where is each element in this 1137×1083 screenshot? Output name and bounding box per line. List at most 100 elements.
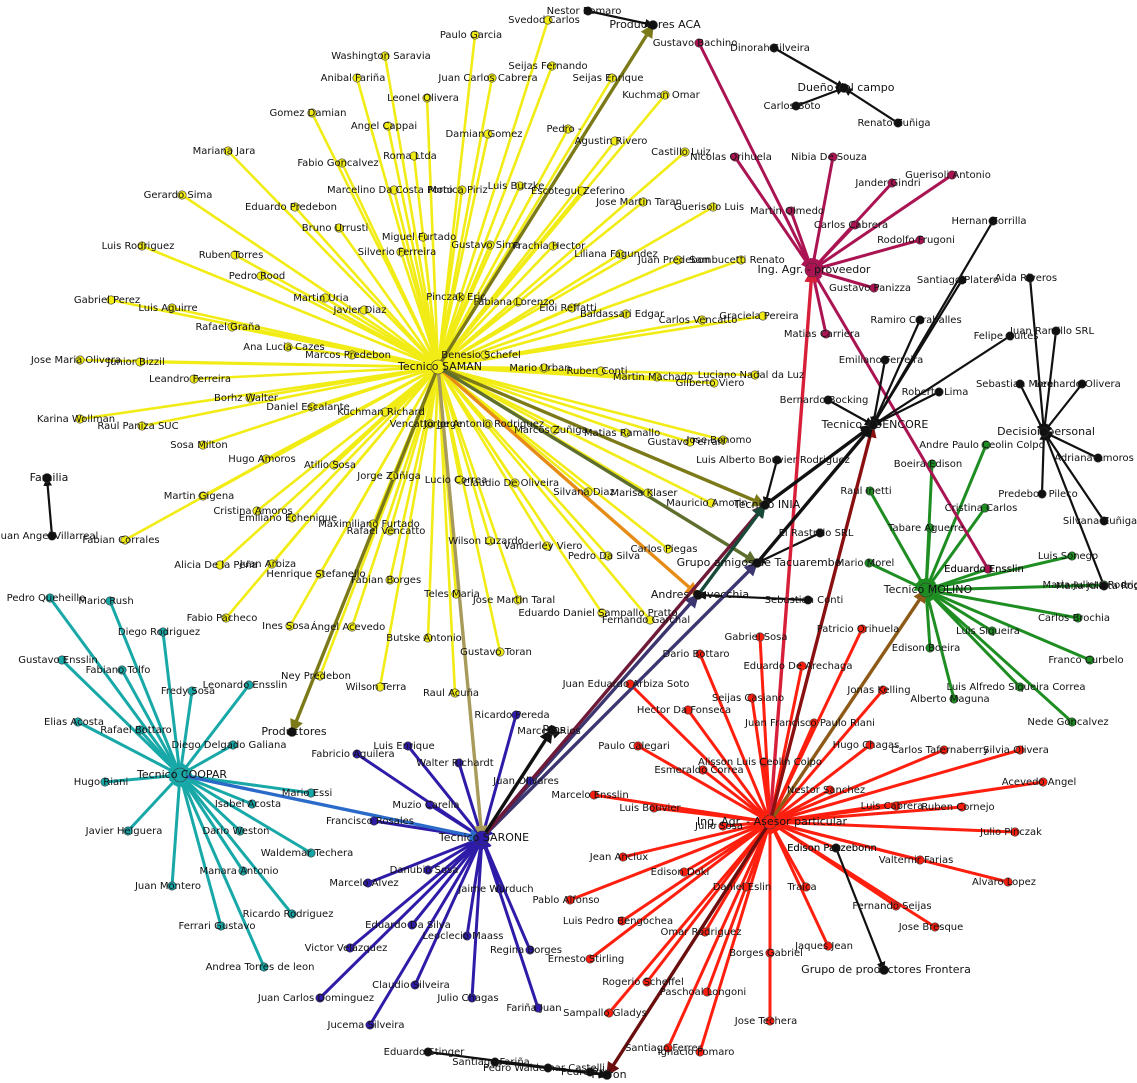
- node-carlos-vencatto[interactable]: [697, 315, 707, 325]
- node-andrea-torres-de-leon[interactable]: [259, 962, 269, 972]
- node-guerisoli-antonio[interactable]: [947, 170, 957, 180]
- node-pedro-rey[interactable]: [585, 1067, 595, 1077]
- node-andre-paulo-ceolin-colpo[interactable]: [981, 440, 991, 450]
- node-paulo-calegari[interactable]: [633, 741, 643, 751]
- node-carlos-soto[interactable]: [791, 101, 801, 111]
- node-luciano-nadal-da-luz[interactable]: [750, 370, 760, 380]
- node-escotegui-zeferino[interactable]: [577, 186, 587, 196]
- node-juan-angel-villarreal[interactable]: [47, 531, 57, 541]
- node-lucio-correa[interactable]: [455, 475, 465, 485]
- node-omar-rodriguez[interactable]: [700, 927, 710, 937]
- node-juan-eduardo-arbiza-soto[interactable]: [625, 679, 635, 689]
- node-raul-acuna[interactable]: [450, 688, 460, 698]
- node-nestor-sanchez[interactable]: [825, 785, 835, 795]
- node-nestor-romaro[interactable]: [583, 6, 593, 16]
- node-elias-acosta[interactable]: [73, 717, 83, 727]
- node-sosa-milton[interactable]: [198, 440, 208, 450]
- node-rafael-grana[interactable]: [227, 322, 237, 332]
- node-santiago-platero[interactable]: [957, 275, 967, 285]
- node-gustavo-bachino[interactable]: [694, 38, 704, 48]
- node-julio-pinczak[interactable]: [1010, 827, 1020, 837]
- node-roberto-lima[interactable]: [934, 387, 944, 397]
- node-gustavo-sima[interactable]: [485, 240, 495, 250]
- node-edison-pazzebonn[interactable]: [831, 843, 841, 853]
- node-jose-bresque[interactable]: [930, 922, 940, 932]
- node-daniel-eslin[interactable]: [741, 882, 751, 892]
- node-fabiana-lorenzo[interactable]: [513, 297, 523, 307]
- node-felipe-quites[interactable]: [1005, 331, 1015, 341]
- node-luis-butzke[interactable]: [515, 181, 525, 191]
- node-franco-curbelo[interactable]: [1085, 655, 1095, 665]
- node-matias-ramallo[interactable]: [621, 428, 631, 438]
- node-alicia-de-la-pena[interactable]: [215, 560, 225, 570]
- node-edison-boeira[interactable]: [925, 643, 935, 653]
- node-silverio-ferreira[interactable]: [396, 247, 406, 257]
- hub-molino[interactable]: [918, 582, 934, 598]
- node-karina-wollman[interactable]: [75, 414, 85, 424]
- hub-coopar[interactable]: [172, 767, 188, 783]
- node-martin-gigena[interactable]: [198, 491, 208, 501]
- node-miguel-furtado[interactable]: [418, 232, 428, 242]
- node-raul-paniza-suc[interactable]: [137, 421, 147, 431]
- hub-saman[interactable]: [430, 359, 446, 375]
- node-pedro[interactable]: [563, 124, 573, 134]
- node-ernesto-stirling[interactable]: [585, 954, 595, 964]
- node-ricardo-rodriguez[interactable]: [287, 909, 297, 919]
- node-pedro-queheille[interactable]: [45, 593, 55, 603]
- node-luis-pedro-bengochea[interactable]: [617, 916, 627, 926]
- node-gerardo-sima[interactable]: [177, 190, 187, 200]
- node-leandro-ferreira[interactable]: [189, 374, 199, 384]
- node-sambucetti-renato[interactable]: [736, 255, 746, 265]
- node-marcelino-da-costa-porto[interactable]: [389, 185, 399, 195]
- node-borges-gabriel[interactable]: [765, 948, 775, 958]
- node-jaime-wurduch[interactable]: [495, 884, 505, 894]
- node-marcelo-ensslin[interactable]: [589, 790, 599, 800]
- node-silvana-zuniga[interactable]: [1099, 516, 1109, 526]
- node-leonardo-olivera[interactable]: [1077, 379, 1087, 389]
- hub-decision[interactable]: [1039, 427, 1049, 437]
- hub-inia[interactable]: [760, 500, 770, 510]
- node-martin-machado[interactable]: [652, 372, 662, 382]
- node-diego-rodriguez[interactable]: [158, 627, 168, 637]
- node-juan-ramillo-srl[interactable]: [1051, 326, 1061, 336]
- node-anibal-farina[interactable]: [352, 73, 362, 83]
- node-henrique-stefanello[interactable]: [315, 569, 325, 579]
- node-washington-saravia[interactable]: [380, 51, 390, 61]
- node-luis-bouvier[interactable]: [649, 803, 659, 813]
- node-patricio-orihuela[interactable]: [857, 624, 867, 634]
- node-danubio-sosa[interactable]: [423, 865, 433, 875]
- node-gustavo-panizza[interactable]: [869, 283, 879, 293]
- node-jorge-zuniga[interactable]: [388, 471, 398, 481]
- node-bernardo-bocking[interactable]: [823, 395, 833, 405]
- hub-asesor[interactable]: [762, 814, 778, 830]
- node-juan-francisco-paulo-riani[interactable]: [809, 718, 819, 728]
- node-svedod-carlos[interactable]: [543, 15, 553, 25]
- node-farina-juan[interactable]: [533, 1003, 543, 1013]
- node-renato-zuniga[interactable]: [893, 118, 903, 128]
- node-marcos-zuniga[interactable]: [550, 425, 560, 435]
- node-fredy-sosa[interactable]: [187, 686, 197, 696]
- node-rafael-vencatto[interactable]: [385, 526, 395, 536]
- node-gilberto-viero[interactable]: [709, 378, 719, 388]
- node-fabio-goncalvez[interactable]: [337, 158, 347, 168]
- node-nibia-de-souza[interactable]: [828, 152, 838, 162]
- node-eduardo-de-arechaga[interactable]: [797, 661, 807, 671]
- node-gomez-damian[interactable]: [307, 108, 317, 118]
- node-fabricio-aguilera[interactable]: [352, 749, 362, 759]
- node-vencatto-jorge[interactable]: [425, 419, 435, 429]
- node-jose-martin-taral[interactable]: [513, 595, 523, 605]
- node-jose-bonomo[interactable]: [718, 435, 728, 445]
- node-maximiliano-furtado[interactable]: [368, 519, 378, 529]
- node-jorge-antonio-rodriguez[interactable]: [483, 419, 493, 429]
- node-seijas-fernando[interactable]: [547, 61, 557, 71]
- node-alvaro-lopez[interactable]: [1003, 877, 1013, 887]
- node-ruben-conti[interactable]: [596, 366, 606, 376]
- node-marisa-klaser[interactable]: [643, 488, 653, 498]
- node-paulo-garcia[interactable]: [470, 30, 480, 40]
- node-tabare-aguerre[interactable]: [925, 523, 935, 533]
- node-gabriel-perez[interactable]: [106, 295, 116, 305]
- node-agustin-rivero[interactable]: [610, 136, 620, 146]
- node-jose-techera[interactable]: [765, 1016, 775, 1026]
- node-ana-lucia-cazes[interactable]: [283, 342, 293, 352]
- hub-frontera[interactable]: [879, 965, 889, 975]
